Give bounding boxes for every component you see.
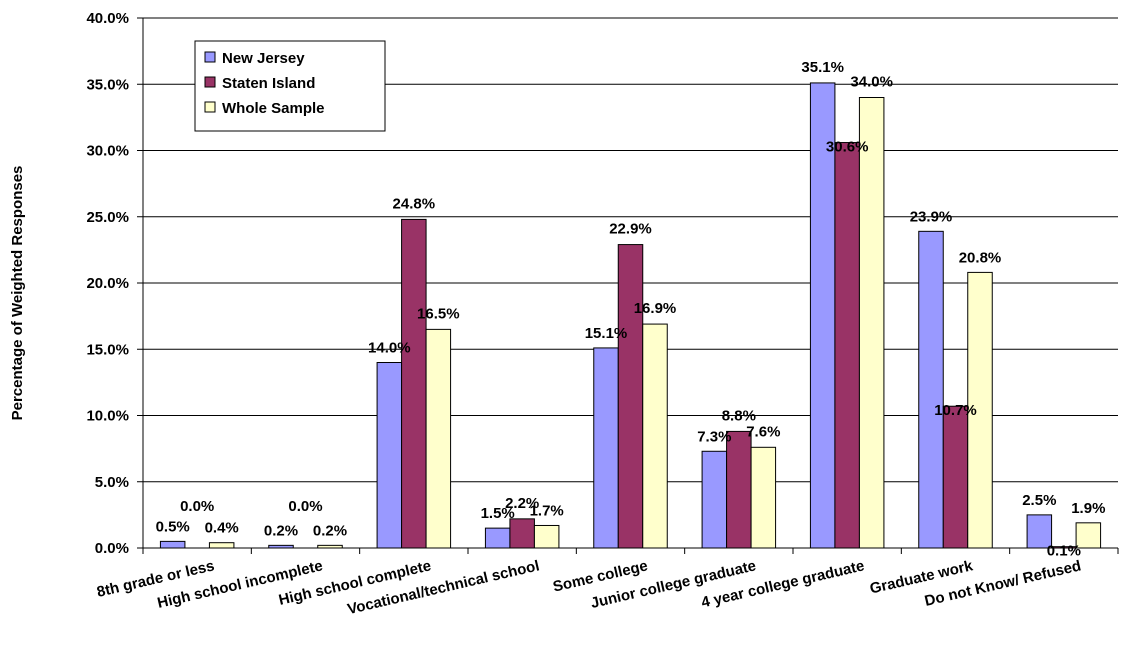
data-label: 7.3% [697, 428, 731, 445]
legend-label: New Jersey [222, 50, 305, 67]
bar [942, 405, 969, 549]
data-label: 14.0% [368, 340, 411, 357]
x-tick-label: Vocational/technical school [346, 557, 541, 618]
bar [642, 323, 668, 549]
data-label: 23.9% [910, 208, 953, 225]
bar [726, 430, 752, 549]
data-label: 2.5% [1022, 492, 1056, 509]
bar [593, 347, 619, 549]
bar [208, 542, 235, 549]
data-label: 34.0% [850, 74, 893, 91]
data-label: 16.5% [417, 305, 460, 322]
bars [159, 82, 1102, 549]
bar [401, 218, 427, 549]
data-label: 1.7% [530, 502, 564, 519]
legend: New Jersey Staten Island Whole Sample [194, 40, 386, 132]
data-label: 2.2% [505, 495, 539, 512]
data-label: 24.8% [393, 195, 436, 212]
data-labels: 0.5% 0.0% 0.4% 0.2% 0.0% 0.2% 14.0% 24.8% 16.5% 1… [156, 59, 1106, 560]
legend-label: Staten Island [222, 75, 315, 92]
y-tick-label: 5.0% [95, 474, 129, 491]
y-tick-label: 25.0% [86, 209, 129, 226]
bar [484, 527, 511, 549]
data-label: 1.9% [1071, 500, 1105, 517]
bar [701, 450, 728, 549]
data-label: 10.7% [934, 402, 977, 419]
bar [533, 524, 560, 549]
legend-label: Whole Sample [222, 100, 325, 117]
data-label: 0.4% [205, 520, 239, 537]
data-label: 0.5% [156, 518, 190, 535]
y-axis-label: Percentage of Weighted Responses [9, 166, 26, 421]
data-label: 0.2% [264, 522, 298, 539]
legend-swatch [204, 76, 216, 88]
data-label: 7.6% [746, 423, 780, 440]
bar [918, 230, 944, 549]
y-tick-label: 20.0% [86, 275, 129, 292]
data-label: 22.9% [609, 221, 652, 238]
legend-box [194, 40, 386, 132]
data-label: 8.8% [722, 407, 756, 424]
data-label: 0.1% [1047, 543, 1081, 560]
bar [617, 244, 644, 549]
bar [425, 328, 452, 549]
legend-swatch [204, 101, 216, 113]
data-label: 30.6% [826, 139, 869, 156]
y-tick-label: 40.0% [86, 10, 129, 27]
bar [159, 540, 186, 549]
y-tick-label: 10.0% [86, 408, 129, 425]
data-label: 0.0% [180, 498, 214, 515]
data-label: 35.1% [801, 59, 844, 76]
data-label: 16.9% [634, 300, 677, 317]
data-label: 20.8% [959, 249, 1002, 266]
y-tick-label: 30.0% [86, 143, 129, 160]
axes [137, 17, 1119, 554]
bar [750, 446, 777, 549]
data-label: 0.2% [313, 522, 347, 539]
y-tick-label: 15.0% [86, 341, 129, 358]
data-label: 1.5% [481, 505, 515, 522]
bar [509, 518, 535, 549]
y-tick-labels: 0.0% 5.0% 10.0% 15.0% 20.0% 25.0% 30.0% 35.0% 40… [86, 10, 129, 557]
y-tick-label: 0.0% [95, 540, 129, 557]
y-tick-label: 35.0% [86, 76, 129, 93]
data-label: 15.1% [585, 325, 628, 342]
data-label: 0.0% [288, 498, 322, 515]
bar [967, 271, 993, 549]
bar [376, 362, 403, 549]
bar [834, 142, 860, 549]
legend-swatch [204, 51, 216, 63]
bar [809, 82, 836, 549]
bar [858, 97, 885, 549]
